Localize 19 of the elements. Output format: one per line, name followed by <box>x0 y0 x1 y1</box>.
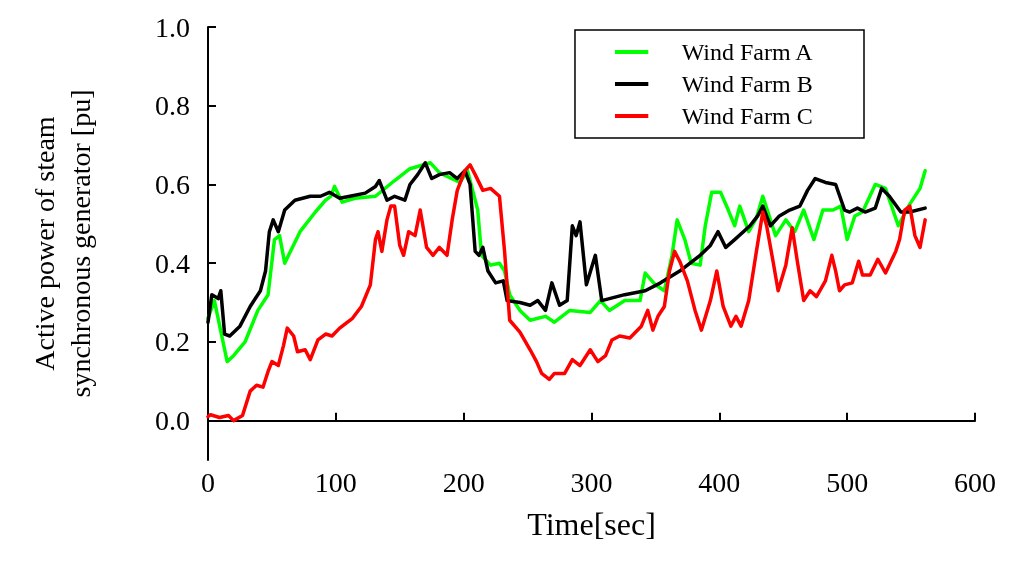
x-axis-title: Time[sec] <box>527 506 656 542</box>
y-tick-label: 0.6 <box>155 168 190 200</box>
x-tick-label: 200 <box>442 466 485 498</box>
y-tick-label: 0.8 <box>155 90 190 122</box>
legend-label: Wind Farm A <box>681 39 814 65</box>
y-tick-label: 1.0 <box>155 11 190 43</box>
x-tick-label: 600 <box>954 466 996 498</box>
x-tick-label: 0 <box>201 466 215 498</box>
legend-label: Wind Farm B <box>681 71 813 97</box>
y-tick-label: 0.4 <box>155 247 190 279</box>
x-tick-label: 500 <box>826 466 869 498</box>
y-tick-label: 0.0 <box>155 405 190 437</box>
x-tick-label: 100 <box>314 466 357 498</box>
line-series <box>206 163 927 423</box>
y-tick-label: 0.2 <box>155 326 190 358</box>
legend-label: Wind Farm C <box>681 103 813 129</box>
y-axis-title: Active power of steam synchronous generator [pu] <box>28 89 96 398</box>
x-tick-label: 300 <box>570 466 613 498</box>
x-tick-label: 400 <box>698 466 741 498</box>
